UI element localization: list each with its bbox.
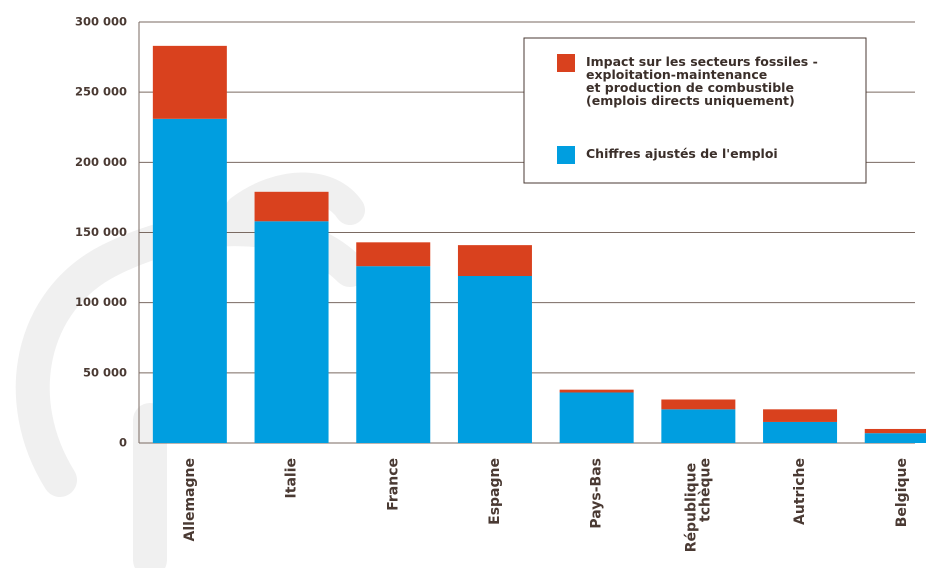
bar-segment bbox=[763, 409, 838, 422]
watermark bbox=[225, 172, 365, 225]
legend-swatch bbox=[557, 146, 575, 164]
legend-label: Impact sur les secteurs fossiles - explo… bbox=[586, 54, 822, 108]
bar-segment bbox=[152, 45, 227, 119]
bar-segment bbox=[864, 433, 926, 443]
bar-segment bbox=[763, 421, 838, 443]
bar-segment bbox=[254, 191, 329, 222]
legend-swatch bbox=[557, 54, 575, 72]
bar-segment bbox=[559, 392, 634, 443]
x-tick-label: Italie bbox=[284, 458, 300, 498]
bar-segment bbox=[864, 428, 926, 434]
x-tick-label: Autriche bbox=[792, 458, 808, 525]
x-tick-label: Pays-Bas bbox=[589, 458, 605, 529]
x-tick-label: Espagne bbox=[487, 458, 503, 525]
bar-segment bbox=[661, 409, 736, 443]
bar-segment bbox=[254, 221, 329, 443]
bar-segment bbox=[152, 118, 227, 443]
bar-segment bbox=[559, 389, 634, 393]
legend-label: Chiffres ajustés de l'emploi bbox=[586, 146, 778, 161]
bar-segment bbox=[457, 245, 532, 277]
bar-segment bbox=[356, 266, 431, 443]
y-tick-label: 250 000 bbox=[75, 85, 127, 99]
legend: Impact sur les secteurs fossiles - explo… bbox=[523, 37, 867, 184]
bar-segment bbox=[356, 242, 431, 267]
y-tick-label: 150 000 bbox=[75, 225, 127, 239]
y-tick-label: 200 000 bbox=[75, 155, 127, 169]
legend-box bbox=[523, 37, 867, 184]
bar-segment bbox=[457, 276, 532, 443]
x-tick-label: République tchèque bbox=[683, 458, 713, 552]
x-tick-label: Belgique bbox=[894, 458, 910, 527]
bar-segment bbox=[661, 399, 736, 410]
y-tick-label: 100 000 bbox=[75, 295, 127, 309]
y-tick-label: 300 000 bbox=[75, 15, 127, 29]
plot: 0 50 000 100 000 150 000 200 000 250 000 300 0… bbox=[75, 15, 926, 552]
x-tick-label: France bbox=[385, 458, 401, 511]
y-tick-label: 0 bbox=[119, 436, 127, 450]
x-tick-label: Allemagne bbox=[182, 458, 198, 541]
y-tick-label: 50 000 bbox=[83, 365, 127, 379]
